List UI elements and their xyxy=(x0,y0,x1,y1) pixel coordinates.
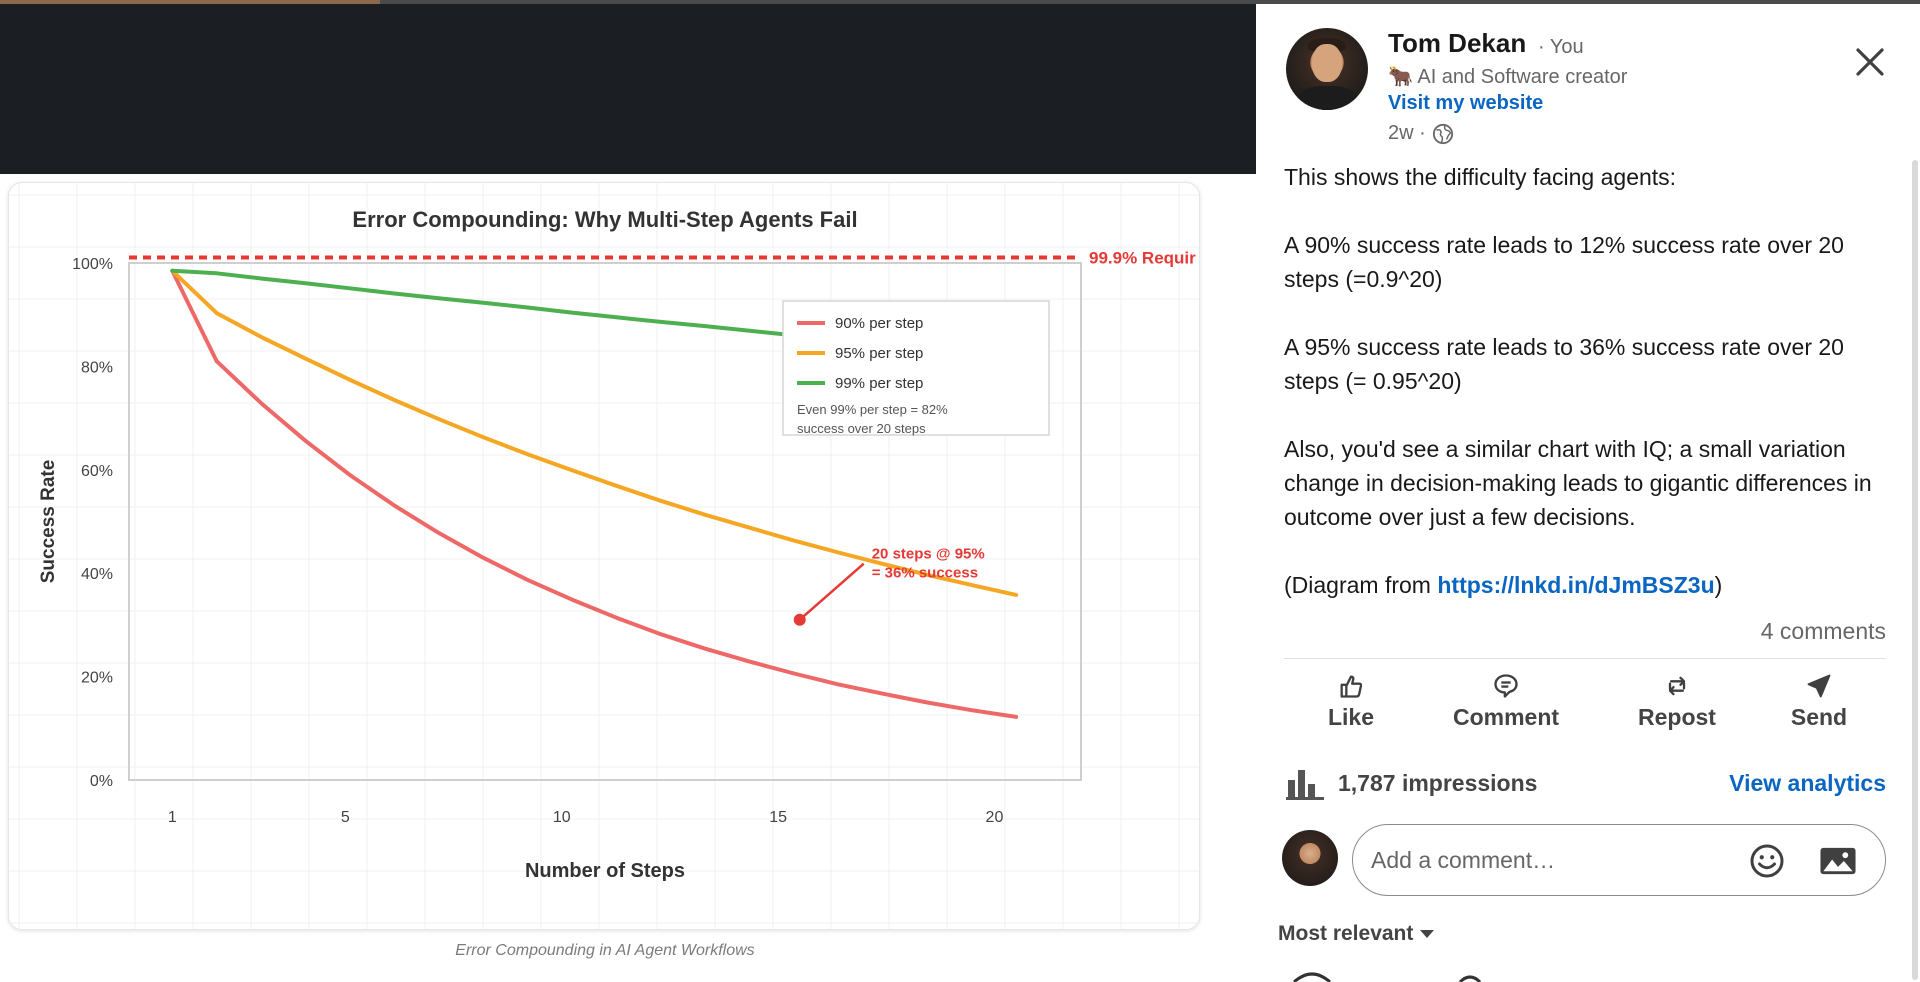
series-line-90-per-step xyxy=(170,268,1019,719)
source-prefix: (Diagram from xyxy=(1284,572,1438,598)
x-tick-label: 5 xyxy=(341,809,350,826)
y-tick-label: 20% xyxy=(81,670,113,687)
x-tick-label: 10 xyxy=(553,809,571,826)
comments-count[interactable]: 4 comments xyxy=(1760,618,1886,644)
comment-label: Comment xyxy=(1452,704,1560,730)
current-user-avatar xyxy=(1282,830,1338,886)
media-viewer: Error Compounding: Why Multi-Step Agents… xyxy=(0,4,1256,978)
series-line-95-per-step xyxy=(170,268,1019,597)
comment-button[interactable]: Comment xyxy=(1424,672,1588,736)
legend-box xyxy=(782,300,1050,436)
legend-entry: 95% per step xyxy=(835,345,923,362)
annotation-point xyxy=(793,613,806,626)
legend-entry: 99% per step xyxy=(835,375,923,392)
annotation-label: 20 steps @ 95% xyxy=(872,546,985,563)
repost-label: Repost xyxy=(1638,704,1716,730)
close-icon[interactable] xyxy=(1850,42,1890,82)
author-name[interactable]: Tom Dekan xyxy=(1388,28,1527,58)
author-avatar[interactable] xyxy=(1286,28,1368,110)
comment-bubble-icon xyxy=(1494,674,1518,698)
impressions-count[interactable]: 1,787 impressions xyxy=(1338,770,1538,796)
repost-icon xyxy=(1668,676,1686,696)
x-tick-label: 1 xyxy=(168,809,177,826)
send-label: Send xyxy=(1790,704,1848,730)
plot-frame xyxy=(128,262,1082,781)
post-paragraph: Also, you'd see a similar chart with IQ;… xyxy=(1284,436,1872,530)
partially-visible-comments xyxy=(1293,972,1482,982)
window-top-accent xyxy=(0,0,380,4)
x-tick-label: 15 xyxy=(769,809,787,826)
post-body: This shows the difficulty facing agents:… xyxy=(1284,160,1884,636)
window-top-edge xyxy=(0,0,1920,4)
y-tick-label: 100% xyxy=(72,256,113,273)
y-tick-label: 40% xyxy=(81,566,113,583)
annotation-label: = 36% success xyxy=(872,565,978,582)
bar-chart-icon xyxy=(1286,770,1324,800)
view-analytics-link[interactable]: View analytics xyxy=(1729,770,1886,796)
actions-divider xyxy=(1284,658,1886,659)
panel-scrollbar[interactable] xyxy=(1912,160,1918,980)
like-label: Like xyxy=(1327,704,1375,730)
y-axis-label: Success Rate xyxy=(38,460,59,584)
diagram-source-link[interactable]: https://lnkd.in/dJmBSZ3u xyxy=(1437,572,1715,598)
post-age: 2w · xyxy=(1388,122,1426,144)
source-suffix: ) xyxy=(1714,572,1723,598)
post-paragraph: This shows the difficulty facing agents: xyxy=(1284,164,1677,190)
repost-button[interactable]: Repost xyxy=(1612,672,1742,736)
y-tick-label: 0% xyxy=(90,773,113,790)
y-tick-label: 80% xyxy=(81,359,113,376)
avatar-body xyxy=(1296,86,1358,110)
legend-entry: 90% per step xyxy=(835,315,923,332)
post-paragraph: A 90% success rate leads to 12% success … xyxy=(1284,232,1844,292)
thumbs-up-icon xyxy=(1340,675,1363,698)
image-icon[interactable] xyxy=(1819,843,1857,879)
x-tick-label: 20 xyxy=(986,809,1004,826)
chart-image-card: Error Compounding: Why Multi-Step Agents… xyxy=(8,182,1200,930)
post-meta: 2w · xyxy=(1388,122,1454,145)
comment-sort-dropdown[interactable]: Most relevant xyxy=(1278,922,1435,946)
legend-note: Even 99% per step = 82% xyxy=(797,402,948,417)
comment-input[interactable] xyxy=(1371,843,1731,877)
x-axis-label: Number of Steps xyxy=(525,860,685,882)
caret-down-icon xyxy=(1420,930,1435,938)
avatar-face xyxy=(1312,44,1342,82)
author-you-badge: · You xyxy=(1538,36,1584,58)
comment-box[interactable] xyxy=(1352,824,1886,896)
send-icon xyxy=(1807,674,1831,698)
post-detail-panel: Tom Dekan · You 🐂 AI and Software creato… xyxy=(1256,4,1920,982)
chart-title: Error Compounding: Why Multi-Step Agents… xyxy=(352,207,857,232)
author-tagline: 🐂 AI and Software creator xyxy=(1388,66,1628,88)
send-button[interactable]: Send xyxy=(1774,672,1864,736)
emoji-icon[interactable] xyxy=(1749,843,1785,879)
y-tick-label: 60% xyxy=(81,463,113,480)
image-caption: Error Compounding in AI Agent Workflows xyxy=(455,942,755,959)
globe-icon xyxy=(1432,123,1453,144)
media-dark-background xyxy=(0,4,1256,174)
post-paragraph: A 95% success rate leads to 36% success … xyxy=(1284,334,1844,394)
error-compounding-chart: Error Compounding: Why Multi-Step Agents… xyxy=(9,183,1199,929)
post-paragraph-source: (Diagram from https://lnkd.in/dJmBSZ3u) xyxy=(1284,568,1884,602)
sort-label: Most relevant xyxy=(1278,922,1414,945)
requirement-line-label: 99.9% Requir xyxy=(1089,249,1196,268)
annotation-arrow xyxy=(798,562,865,621)
visit-website-link[interactable]: Visit my website xyxy=(1388,92,1544,114)
legend-note: success over 20 steps xyxy=(797,421,926,436)
like-button[interactable]: Like xyxy=(1311,672,1391,736)
